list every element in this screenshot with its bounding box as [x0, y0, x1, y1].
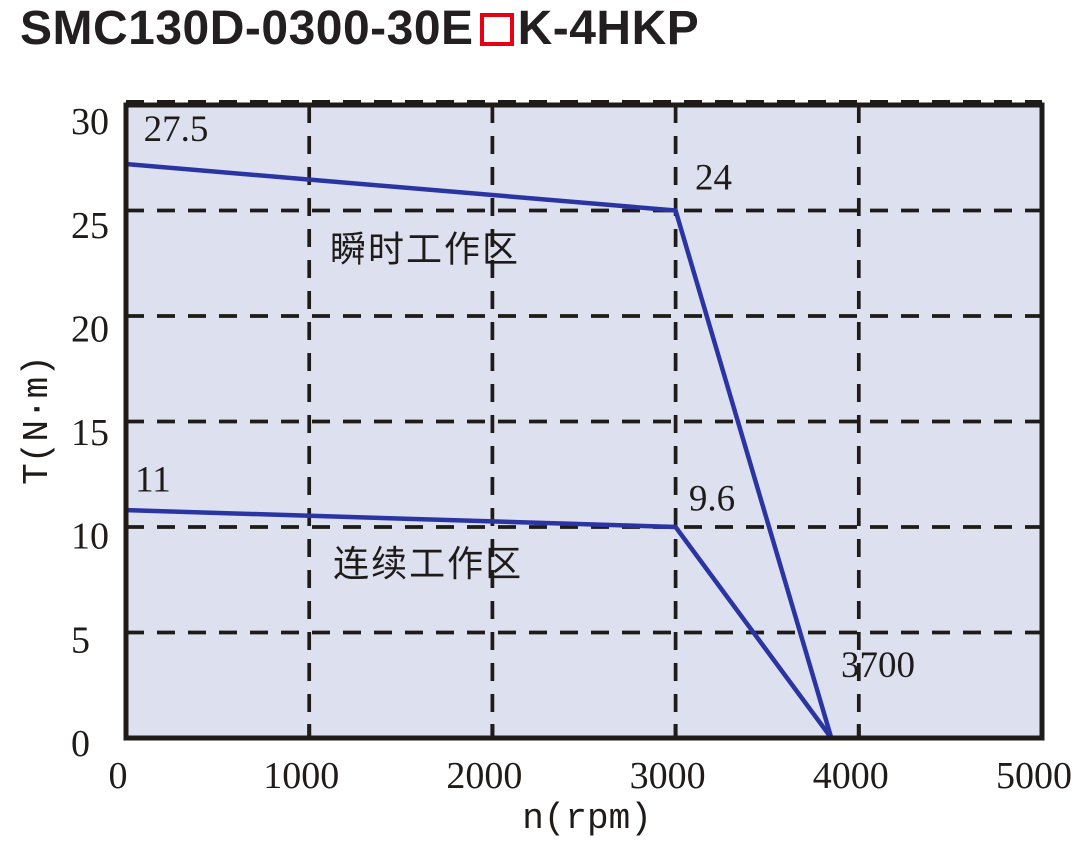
- y-tick-label-30: 30: [71, 101, 109, 143]
- y-tick-label-10: 10: [71, 516, 109, 558]
- title-model-suffix: K-4HKP: [517, 2, 700, 55]
- title-model-prefix: SMC130D-0300-30E: [20, 2, 474, 55]
- plot-area-background: [126, 105, 1042, 738]
- red-outline-box-icon: [479, 13, 514, 46]
- x-tick-label-1000: 1000: [263, 755, 339, 797]
- y-tick-label-15: 15: [71, 412, 109, 454]
- annotation-value-0: 27.5: [144, 109, 209, 150]
- plot-border: [123, 102, 1045, 741]
- annotation-value-6: 3700: [841, 645, 915, 686]
- y-tick-label-20: 20: [71, 308, 109, 350]
- annotation-region-5: 连续工作区: [333, 543, 523, 584]
- x-tick-label-5000: 5000: [996, 755, 1072, 797]
- x-axis-title: n(rpm): [522, 798, 652, 839]
- y-axis-title: T(N·m): [17, 355, 58, 485]
- page-title: SMC130D-0300-30E K-4HKP: [20, 5, 699, 53]
- x-tick-label-0: 0: [109, 755, 128, 797]
- y-tick-label-5: 5: [71, 619, 90, 661]
- y-tick-label-25: 25: [71, 205, 109, 247]
- annotation-region-2: 瞬时工作区: [330, 228, 520, 269]
- x-tick-label-2000: 2000: [446, 755, 522, 797]
- curve-0: [125, 161, 834, 739]
- annotation-value-4: 9.6: [689, 478, 735, 519]
- annotation-value-3: 11: [135, 459, 171, 500]
- annotation-value-1: 24: [695, 158, 732, 199]
- x-tick-label-4000: 4000: [813, 755, 889, 797]
- y-tick-label-0: 0: [71, 723, 90, 765]
- x-tick-label-3000: 3000: [630, 755, 706, 797]
- curve-1: [125, 507, 834, 740]
